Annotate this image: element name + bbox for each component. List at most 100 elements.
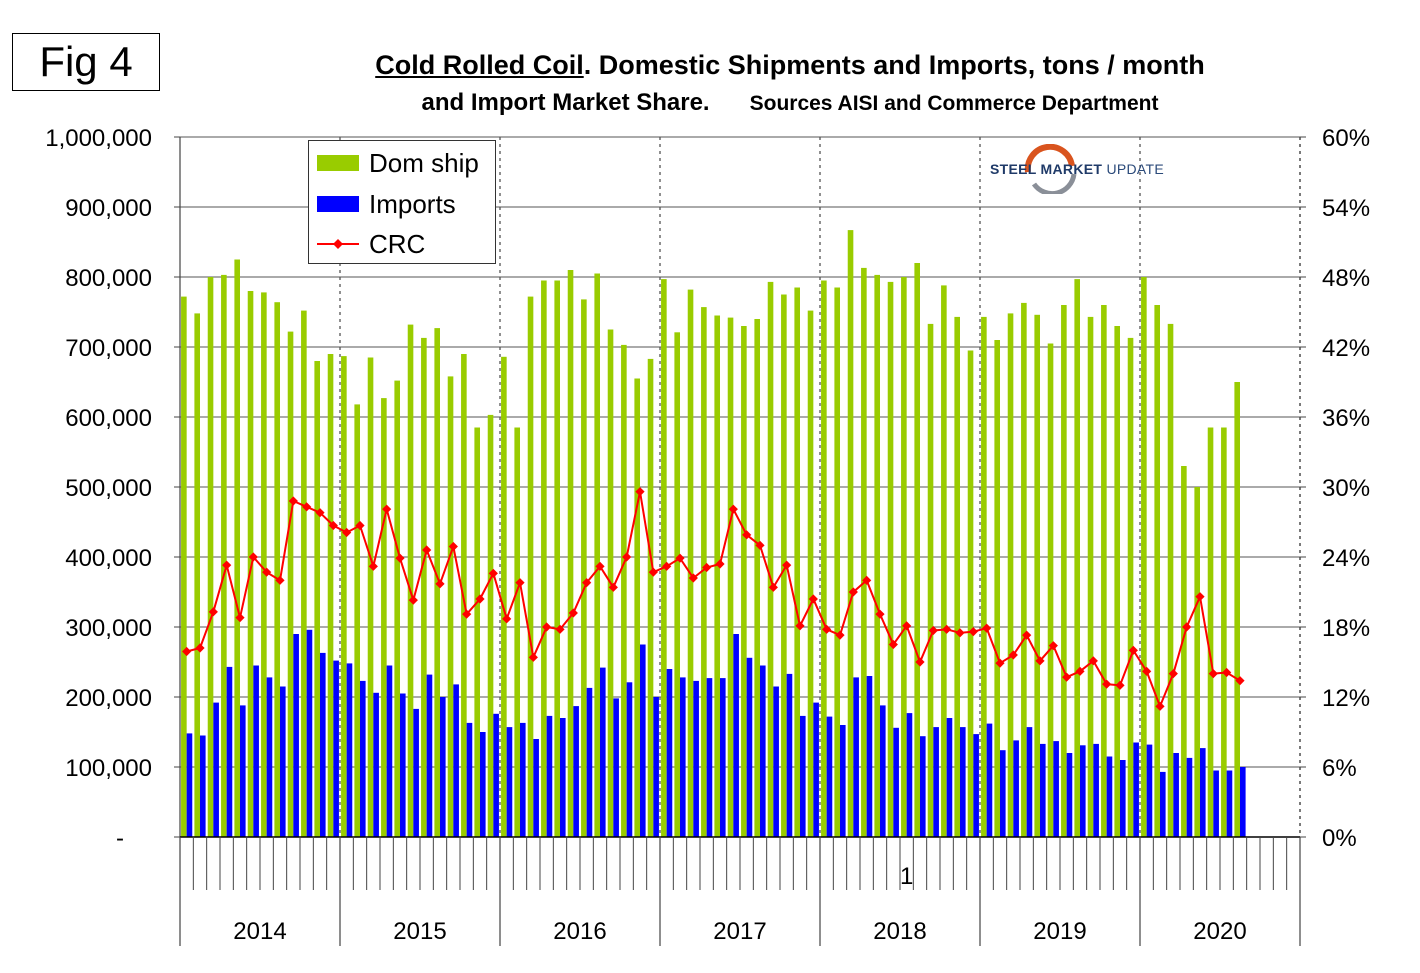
imports-bar: [826, 716, 833, 837]
crc-point: [702, 562, 712, 573]
imports-bar: [1053, 741, 1059, 837]
dom-ship-bar: [834, 287, 840, 837]
imports-bar: [560, 718, 566, 837]
imports-bars: [186, 629, 1246, 837]
dom-ship-bar: [621, 344, 627, 837]
dom-ship-bar: [541, 280, 547, 837]
imports-bar: [920, 736, 926, 837]
imports-bar: [933, 727, 939, 837]
imports-bar: [986, 723, 993, 837]
imports-bar: [960, 727, 966, 837]
crc-point: [875, 609, 885, 619]
crc-point: [782, 560, 792, 570]
imports-bar: [853, 677, 859, 837]
crc-point: [355, 520, 365, 531]
crc-point: [435, 579, 445, 589]
y-tick-label-right: 24%: [1322, 545, 1370, 572]
imports-bar: [840, 725, 846, 837]
crc-point: [1155, 701, 1165, 711]
crc-point: [582, 578, 592, 588]
imports-bar: [640, 644, 646, 837]
crc-point: [622, 552, 632, 562]
crc-point: [395, 553, 405, 563]
dom-ship-bar: [354, 404, 360, 837]
legend-label-crc: CRC: [369, 228, 426, 259]
imports-bar: [720, 678, 726, 837]
crc-point: [1182, 622, 1192, 632]
imports-bar: [520, 722, 526, 837]
crc-point: [1048, 641, 1058, 651]
dom-ship-bar: [594, 273, 600, 837]
crc-point: [595, 561, 605, 571]
y-tick-label-right: 60%: [1322, 125, 1370, 152]
year-label: 2017: [713, 918, 766, 945]
imports-bar: [1093, 743, 1099, 837]
crc-point: [555, 624, 565, 634]
dom-ship-bar: [527, 296, 534, 838]
imports-bar: [480, 732, 486, 837]
dom-ship-bar: [901, 277, 907, 837]
crc-point: [662, 561, 672, 571]
dom-ship-bar: [407, 324, 414, 838]
imports-bar: [266, 677, 273, 837]
dom-ship-bar: [687, 289, 694, 838]
legend: Dom ship Imports CRC: [308, 140, 496, 264]
dom-ship-bar: [941, 285, 947, 837]
dom-ship-bar: [754, 319, 760, 837]
dom-ship-bar: [381, 398, 387, 837]
imports-bar: [280, 686, 286, 837]
imports-bar: [333, 660, 339, 837]
dom-ship-bar: [887, 281, 894, 837]
year-label: 2016: [553, 918, 606, 945]
dom-ship-bar: [181, 296, 187, 838]
crc-point: [808, 594, 818, 604]
crc-point: [222, 560, 232, 570]
y-tick-label-right: 42%: [1322, 335, 1370, 362]
dom-ship-bar: [741, 326, 747, 837]
crc-point: [1195, 592, 1205, 602]
imports-bar: [773, 686, 779, 837]
imports-bar: [186, 733, 193, 837]
legend-item-dom-ship: Dom ship: [317, 143, 479, 183]
dom-ship-bar: [1047, 343, 1054, 837]
title-product: Cold Rolled Coil: [375, 50, 584, 80]
crc-point: [1222, 667, 1232, 678]
y-tick-label-right: 12%: [1322, 685, 1370, 712]
y-tick-label-right: 0%: [1322, 825, 1357, 852]
imports-bar: [1040, 743, 1046, 837]
dom-ship-bar: [1007, 313, 1014, 837]
imports-bar: [693, 680, 699, 837]
imports-bar: [600, 667, 606, 837]
crc-point: [448, 541, 458, 552]
crc-point: [608, 582, 618, 592]
chart-title: Cold Rolled Coil. Domestic Shipments and…: [300, 46, 1280, 123]
y-tick-label-left: 500,000: [65, 475, 152, 502]
dom-ship-bar: [794, 287, 800, 837]
crc-point: [1142, 666, 1152, 676]
category-label: 1: [900, 863, 913, 890]
dom-ship-bar: [207, 277, 214, 837]
title-sources: Sources AISI and Commerce Department: [749, 92, 1159, 115]
dom-ship-bar: [341, 356, 347, 837]
y-tick-label-left: 300,000: [65, 615, 152, 642]
y-tick-label-right: 18%: [1322, 615, 1370, 642]
dom-ship-bar: [714, 315, 720, 837]
legend-item-imports: Imports: [317, 184, 456, 224]
figure-label: Fig 4: [12, 33, 160, 91]
dom-ship-bar: [287, 331, 294, 837]
imports-bar: [626, 682, 633, 837]
imports-bar: [1173, 753, 1179, 837]
imports-bar: [386, 665, 393, 837]
imports-bar: [1000, 750, 1006, 837]
crc-point: [1168, 669, 1178, 679]
imports-bar: [293, 634, 299, 837]
crc-point: [568, 608, 578, 618]
imports-bar: [1200, 748, 1206, 837]
crc-point: [648, 567, 658, 577]
crc-point: [928, 625, 938, 636]
crc-point: [675, 553, 685, 563]
dom-ship-bar: [1167, 323, 1174, 837]
crc-point: [755, 540, 765, 550]
dom-ship-bar: [967, 350, 974, 837]
crc-point: [342, 527, 352, 538]
